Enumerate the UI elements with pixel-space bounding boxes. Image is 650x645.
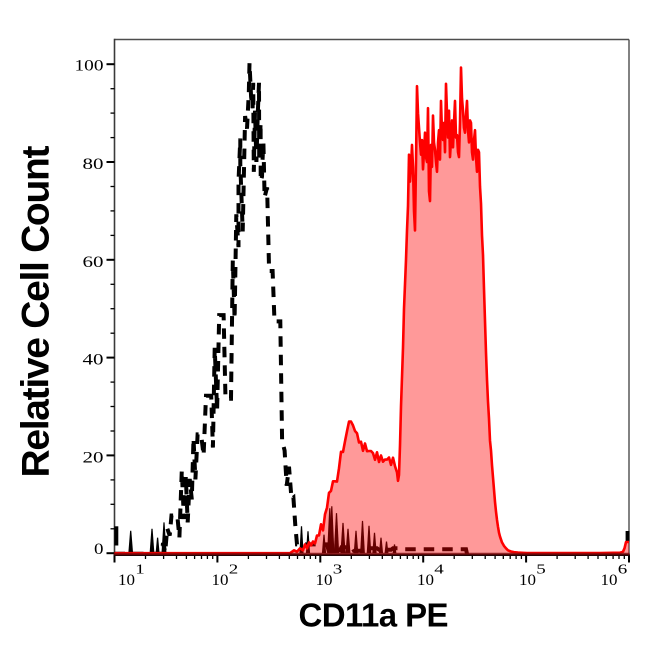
svg-text:6: 6 bbox=[618, 561, 628, 576]
svg-text:CD11a PE: CD11a PE bbox=[299, 597, 449, 634]
svg-text:4: 4 bbox=[434, 561, 444, 576]
svg-text:10: 10 bbox=[601, 572, 618, 589]
svg-text:40: 40 bbox=[83, 352, 104, 369]
svg-text:0: 0 bbox=[94, 541, 104, 558]
svg-text:3: 3 bbox=[333, 561, 343, 576]
svg-text:1: 1 bbox=[135, 561, 145, 576]
svg-text:60: 60 bbox=[83, 254, 104, 271]
svg-text:10: 10 bbox=[118, 572, 135, 589]
svg-text:Relative Cell Count: Relative Cell Count bbox=[14, 146, 57, 478]
svg-text:2: 2 bbox=[229, 561, 239, 576]
svg-text:20: 20 bbox=[83, 450, 104, 467]
svg-text:10: 10 bbox=[212, 572, 229, 589]
svg-text:5: 5 bbox=[536, 561, 546, 576]
svg-text:10: 10 bbox=[316, 572, 333, 589]
svg-text:10: 10 bbox=[417, 572, 434, 589]
svg-text:10: 10 bbox=[519, 572, 536, 589]
svg-text:100: 100 bbox=[75, 58, 104, 75]
svg-text:80: 80 bbox=[83, 156, 104, 173]
